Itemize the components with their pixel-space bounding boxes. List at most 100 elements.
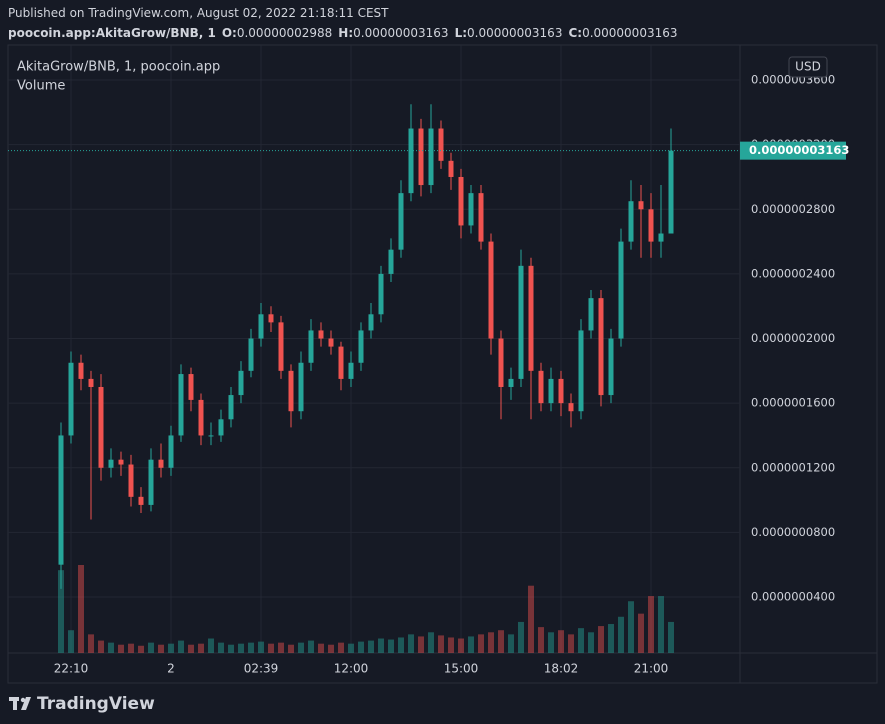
x-tick-label: 02:39 — [244, 662, 279, 676]
candle-body — [348, 362, 354, 379]
volume-bar — [568, 634, 574, 653]
volume-bar — [88, 634, 94, 653]
candle-body — [358, 330, 364, 363]
volume-bar — [348, 643, 354, 653]
candle-body — [578, 330, 584, 412]
last-price-box — [740, 141, 846, 160]
candle-body — [138, 496, 144, 505]
candle-body — [518, 265, 524, 379]
volume-bar — [208, 638, 214, 653]
volume-bar — [218, 642, 224, 653]
volume-bar — [478, 634, 484, 653]
volume-bar — [178, 640, 184, 653]
candle-body — [628, 201, 634, 242]
volume-bar — [618, 616, 624, 653]
candle-body — [478, 193, 484, 242]
candle-body — [88, 378, 94, 387]
chart-frame — [7, 44, 878, 684]
symbol: poocoin.app:AkitaGrow/BNB, 1 — [8, 26, 216, 40]
candle-body — [118, 459, 124, 465]
candle-body — [418, 128, 424, 186]
volume-bar — [98, 640, 104, 653]
volume-bar — [508, 634, 514, 653]
ohlc-label: C: — [568, 26, 583, 40]
last-price-label: 0.00000003163 — [749, 143, 849, 157]
candle-body — [638, 201, 644, 210]
volume-bar — [118, 644, 124, 653]
candle-body — [608, 338, 614, 396]
x-tick-label: 12:00 — [334, 662, 369, 676]
candle-body — [248, 338, 254, 371]
volume-bar — [608, 624, 614, 653]
currency-button[interactable] — [788, 56, 828, 78]
candle-body — [648, 209, 654, 242]
volume-bar — [518, 621, 524, 653]
candle-body — [108, 459, 114, 468]
volume-bar — [418, 636, 424, 653]
volume-bar — [498, 630, 504, 653]
volume-bar — [588, 632, 594, 653]
y-tick-label: 0.0000001200 — [751, 460, 835, 474]
candle-body — [498, 338, 504, 387]
candle-body — [448, 160, 454, 177]
volume-bar — [238, 643, 244, 653]
symbol-line: poocoin.app:AkitaGrow/BNB, 1 O:0.00000002… — [8, 26, 678, 40]
ohlc-label: H: — [338, 26, 354, 40]
volume-bar — [388, 639, 394, 653]
volume-bar — [428, 632, 434, 653]
candle-body — [168, 435, 174, 468]
brand: TradingView — [37, 694, 155, 714]
volume-bar — [288, 644, 294, 653]
candle-body — [528, 265, 534, 371]
volume-bar — [398, 637, 404, 653]
currency[interactable]: USD — [795, 60, 821, 74]
volume-bar — [358, 641, 364, 653]
volume-bar — [628, 601, 634, 653]
candle-body — [238, 370, 244, 396]
ohlc-value: 0.00000003163 — [582, 26, 678, 40]
candle-body — [658, 233, 664, 242]
candle-body — [218, 419, 224, 436]
volume-bar — [198, 643, 204, 653]
volume-bar — [448, 637, 454, 653]
candle-body — [618, 241, 624, 339]
x-tick-label: 18:02 — [544, 662, 579, 676]
volume-bar — [548, 632, 554, 653]
x-tick-label: 22:10 — [54, 662, 89, 676]
candle-body — [288, 370, 294, 412]
candle-body — [598, 298, 604, 396]
candle-body — [228, 395, 234, 420]
volume-bar — [68, 630, 74, 653]
volume-bar — [458, 638, 464, 653]
volume-bar — [408, 634, 414, 653]
y-tick-label: 0.0000000800 — [751, 525, 835, 539]
candle-body — [338, 346, 344, 379]
candle-body — [538, 370, 544, 404]
candle-body — [148, 459, 154, 505]
candle-body — [438, 128, 444, 161]
candle-body — [368, 314, 374, 331]
volume-bar — [278, 642, 284, 653]
volume-bar — [78, 565, 84, 653]
ohlc-value: 0.00000002988 — [236, 26, 333, 40]
candle-body — [58, 435, 64, 565]
volume-bar — [138, 645, 144, 653]
candle-body — [568, 403, 574, 412]
candle-body — [558, 378, 564, 404]
volume-bar — [128, 643, 134, 653]
y-tick-label: 0.0000000400 — [751, 589, 835, 603]
candle-body — [408, 128, 414, 194]
volume-bar — [668, 621, 674, 653]
candle-body — [668, 150, 674, 234]
volume-bar — [338, 642, 344, 653]
legend-symbol: AkitaGrow/BNB, 1, poocoin.app — [17, 60, 220, 75]
candle-body — [508, 378, 514, 387]
volume-bar — [188, 644, 194, 653]
x-tick-label: 15:00 — [444, 662, 479, 676]
volume-bar — [468, 636, 474, 653]
volume-bar — [298, 642, 304, 653]
candle-body — [378, 273, 384, 315]
volume-bar — [318, 643, 324, 653]
